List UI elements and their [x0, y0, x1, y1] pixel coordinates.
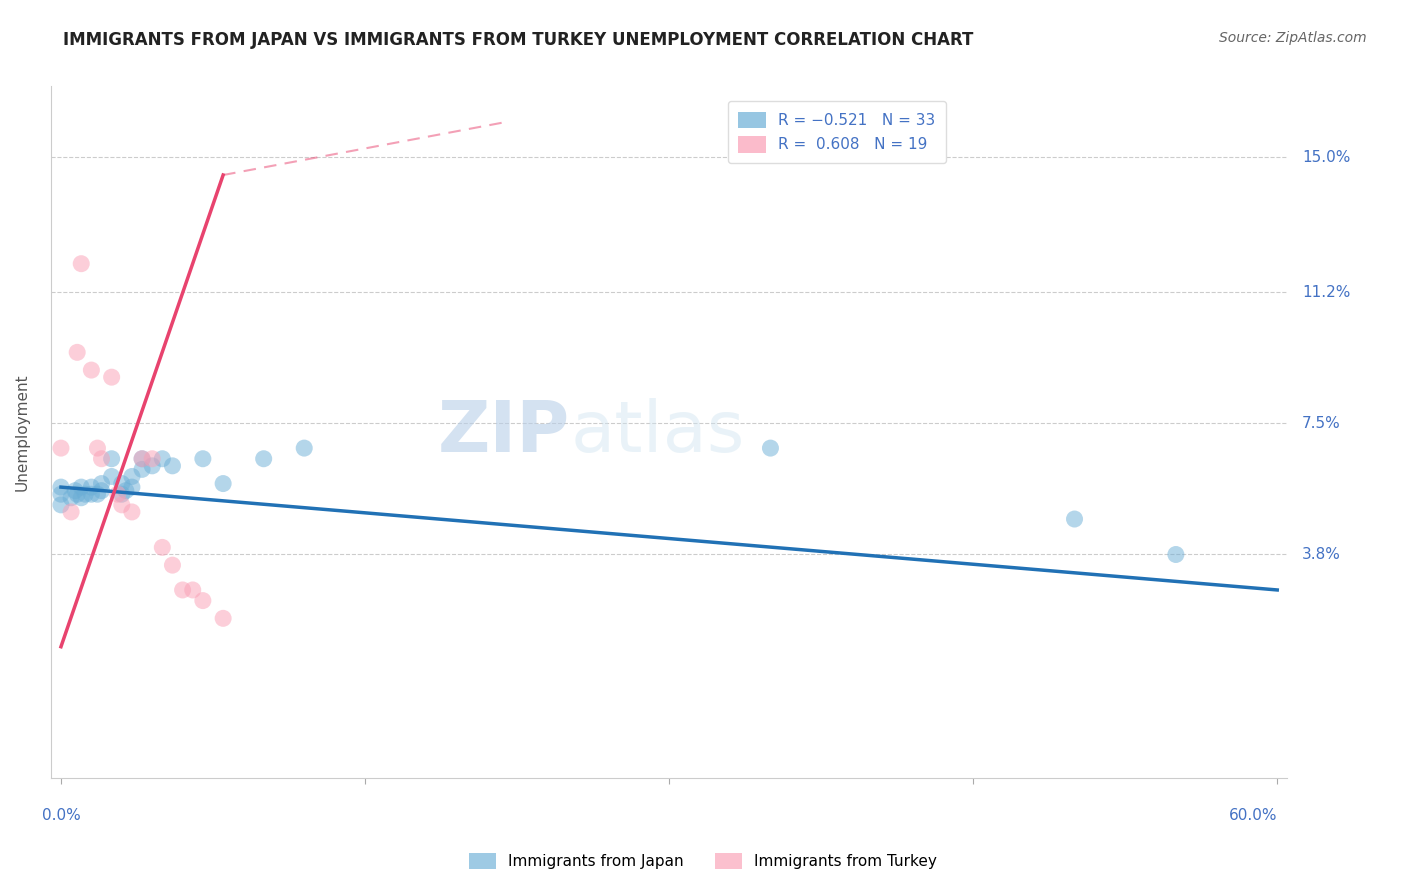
Point: [141, 451, 163, 466]
Point: [63, 483, 86, 498]
Point: [100, 451, 122, 466]
Text: 60.0%: 60.0%: [1229, 808, 1277, 823]
Point: [212, 611, 235, 625]
Text: 15.0%: 15.0%: [1302, 150, 1351, 165]
Y-axis label: Unemployment: Unemployment: [15, 374, 30, 491]
Text: Source: ZipAtlas.com: Source: ZipAtlas.com: [1219, 31, 1367, 45]
Text: 11.2%: 11.2%: [1302, 285, 1351, 300]
Point: [90, 483, 112, 498]
Point: [131, 451, 153, 466]
Point: [86, 441, 108, 455]
Point: [111, 476, 134, 491]
Text: IMMIGRANTS FROM JAPAN VS IMMIGRANTS FROM TURKEY UNEMPLOYMENT CORRELATION CHART: IMMIGRANTS FROM JAPAN VS IMMIGRANTS FROM…: [63, 31, 973, 49]
Point: [107, 487, 129, 501]
Point: [131, 462, 153, 476]
Point: [121, 480, 143, 494]
Point: [70, 257, 93, 271]
Point: [114, 483, 136, 498]
Text: 0.0%: 0.0%: [42, 808, 80, 823]
Point: [100, 370, 122, 384]
Point: [80, 487, 103, 501]
Point: [172, 582, 194, 597]
Point: [80, 363, 103, 377]
Point: [181, 582, 204, 597]
Point: [253, 451, 276, 466]
Point: [86, 487, 108, 501]
Point: [100, 469, 122, 483]
Point: [60, 505, 83, 519]
Legend: R = −0.521   N = 33, R =  0.608   N = 19: R = −0.521 N = 33, R = 0.608 N = 19: [727, 101, 946, 163]
Point: [121, 469, 143, 483]
Point: [191, 593, 214, 607]
Point: [49, 480, 72, 494]
Legend: Immigrants from Japan, Immigrants from Turkey: Immigrants from Japan, Immigrants from T…: [463, 847, 943, 875]
Point: [49, 498, 72, 512]
Point: [292, 441, 315, 455]
Text: 7.5%: 7.5%: [1302, 416, 1341, 431]
Point: [70, 480, 93, 494]
Point: [162, 558, 184, 573]
Point: [66, 345, 89, 359]
Point: [1164, 548, 1187, 562]
Point: [121, 505, 143, 519]
Point: [75, 487, 97, 501]
Point: [141, 458, 163, 473]
Point: [150, 451, 173, 466]
Point: [90, 476, 112, 491]
Point: [131, 451, 153, 466]
Text: 3.8%: 3.8%: [1302, 547, 1341, 562]
Text: atlas: atlas: [571, 398, 745, 467]
Point: [49, 441, 72, 455]
Point: [111, 498, 134, 512]
Point: [111, 487, 134, 501]
Point: [191, 451, 214, 466]
Point: [66, 487, 89, 501]
Point: [212, 476, 235, 491]
Point: [90, 451, 112, 466]
Point: [150, 541, 173, 555]
Point: [1063, 512, 1085, 526]
Point: [759, 441, 782, 455]
Point: [162, 458, 184, 473]
Point: [49, 487, 72, 501]
Text: ZIP: ZIP: [437, 398, 571, 467]
Point: [60, 491, 83, 505]
Point: [70, 491, 93, 505]
Point: [80, 480, 103, 494]
